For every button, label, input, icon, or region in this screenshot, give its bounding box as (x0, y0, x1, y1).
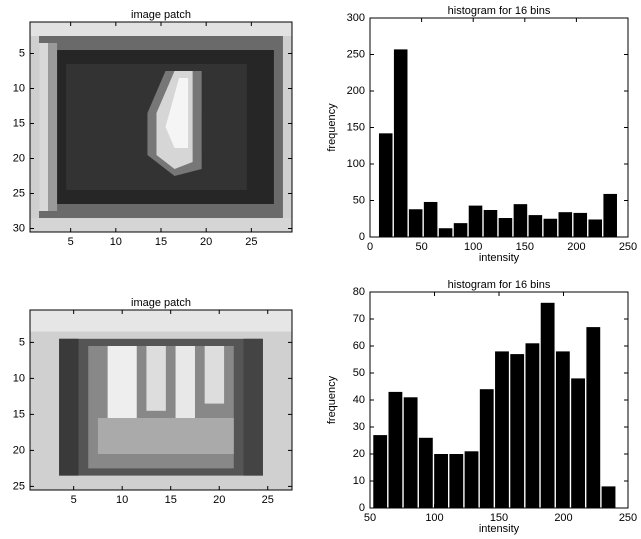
x-tick-label: 15 (165, 494, 177, 506)
bar (588, 219, 603, 237)
x-tick-label: 5 (71, 494, 77, 506)
x-tick-label: 5 (68, 236, 74, 248)
x-tick-label: 20 (200, 236, 212, 248)
y-tick-label: 200 (347, 85, 365, 97)
bar (513, 204, 528, 237)
bar (571, 378, 585, 508)
bar (483, 209, 498, 237)
y-tick-label: 30 (353, 421, 365, 433)
y-tick-label: 150 (347, 121, 365, 133)
bar (449, 454, 464, 508)
x-tick-label: 10 (116, 494, 128, 506)
bar (453, 223, 468, 237)
bar (543, 218, 558, 237)
bar (423, 201, 438, 237)
x-tick-label: 200 (554, 512, 572, 524)
bar (558, 212, 573, 237)
chart-title: histogram for 16 bins (448, 279, 551, 291)
y-tick-label: 20 (13, 152, 25, 164)
y-tick-label: 70 (353, 313, 365, 325)
bar (555, 351, 570, 508)
y-tick-label: 100 (347, 158, 365, 170)
x-tick-label: 15 (155, 236, 167, 248)
chart-title: image patch (131, 9, 191, 21)
y-tick-label: 25 (13, 480, 25, 492)
bar (586, 327, 601, 508)
bar (403, 397, 418, 508)
x-tick-label: 250 (619, 241, 637, 253)
x-tick-label: 25 (245, 236, 257, 248)
chart-title: image patch (131, 297, 191, 309)
bar (438, 228, 453, 237)
bar (418, 437, 433, 508)
bar (601, 486, 616, 508)
bar (388, 391, 403, 508)
x-tick-label: 10 (110, 236, 122, 248)
y-tick-label: 20 (13, 444, 25, 456)
bar (378, 133, 393, 237)
x-tick-label: 20 (213, 494, 225, 506)
bar (510, 354, 525, 508)
y-tick-label: 10 (353, 475, 365, 487)
y-axis-label: frequency (326, 375, 338, 424)
bar (434, 454, 448, 508)
y-tick-label: 0 (359, 231, 365, 243)
x-tick-label: 150 (516, 241, 534, 253)
x-tick-label: 150 (490, 512, 508, 524)
y-tick-label: 5 (19, 47, 25, 59)
x-tick-label: 250 (619, 512, 637, 524)
y-tick-label: 250 (347, 48, 365, 60)
y-tick-label: 15 (13, 408, 25, 420)
axes-box (369, 17, 629, 238)
x-tick-label: 25 (262, 494, 274, 506)
bar (498, 218, 513, 237)
y-axis-label: frequency (326, 103, 338, 152)
bar (603, 193, 617, 237)
x-tick-label: 50 (415, 241, 427, 253)
bar (528, 215, 543, 237)
bar (525, 343, 540, 508)
y-tick-label: 50 (353, 194, 365, 206)
axes-box (29, 309, 293, 491)
y-tick-label: 15 (13, 117, 25, 129)
x-tick-label: 100 (464, 241, 482, 253)
bar (495, 351, 509, 508)
x-tick-label: 100 (425, 512, 443, 524)
y-tick-label: 0 (359, 502, 365, 514)
bar (464, 451, 479, 508)
y-tick-label: 50 (353, 367, 365, 379)
bar (408, 209, 423, 237)
y-tick-label: 300 (347, 12, 365, 24)
bar (540, 302, 555, 508)
y-tick-label: 10 (13, 82, 25, 94)
y-tick-label: 10 (13, 372, 25, 384)
chart-title: histogram for 16 bins (448, 5, 551, 17)
x-tick-label: 50 (364, 512, 376, 524)
y-tick-label: 5 (19, 336, 25, 348)
bar (393, 49, 408, 237)
y-tick-label: 60 (353, 340, 365, 352)
y-tick-label: 40 (353, 394, 365, 406)
image-pixels (30, 310, 293, 490)
x-tick-label: 0 (367, 241, 373, 253)
x-tick-label: 200 (567, 241, 585, 253)
bar (373, 435, 388, 508)
x-axis-label: intensity (479, 523, 520, 535)
y-tick-label: 80 (353, 286, 365, 298)
y-tick-label: 30 (13, 222, 25, 234)
y-tick-label: 20 (353, 448, 365, 460)
x-axis-label: intensity (479, 252, 520, 264)
bar (479, 389, 494, 508)
bar (468, 205, 483, 237)
bar (573, 212, 588, 237)
image-pixels (30, 22, 292, 232)
y-tick-label: 25 (13, 187, 25, 199)
